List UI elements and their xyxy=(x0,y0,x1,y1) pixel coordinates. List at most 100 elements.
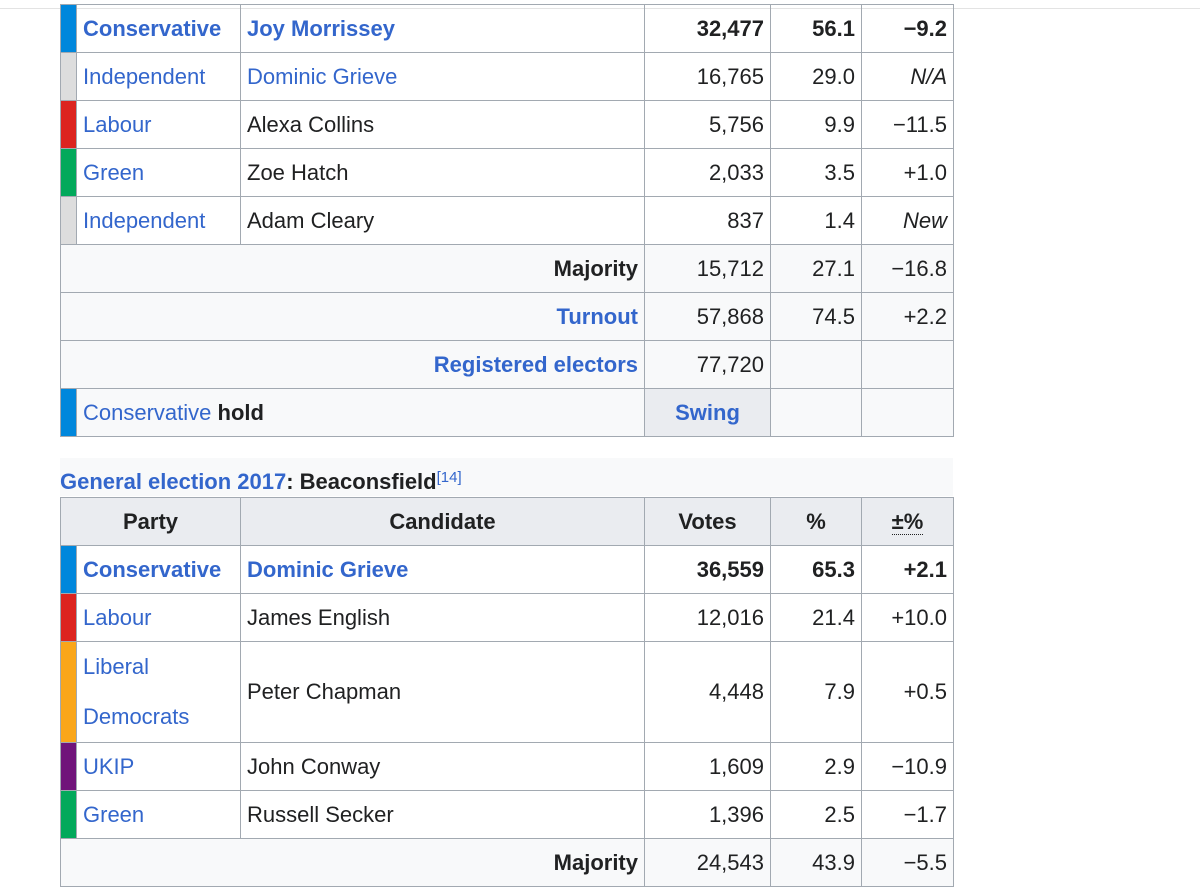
change-cell: −11.5 xyxy=(861,100,954,149)
votes-cell: 12,016 xyxy=(644,593,771,642)
swing-link[interactable]: Swing xyxy=(675,399,740,425)
change-cell xyxy=(861,340,954,389)
table-row: UKIP John Conway 1,609 2.9 −10.9 xyxy=(60,742,954,791)
candidate-cell: Alexa Collins xyxy=(240,100,645,149)
party-link[interactable]: Conservative xyxy=(83,556,222,582)
party-link[interactable]: Labour xyxy=(83,604,152,630)
change-cell: New xyxy=(861,196,954,245)
header-party: Party xyxy=(60,497,241,546)
change-cell: +0.5 xyxy=(861,641,954,743)
hold-cell: Conservative hold xyxy=(76,388,645,437)
party-link[interactable]: Green xyxy=(83,801,145,827)
table-row: Independent Adam Cleary 837 1.4 New xyxy=(60,196,954,245)
votes-cell: 77,720 xyxy=(644,340,771,389)
results-table-2019: Conservative Joy Morrissey 32,477 56.1 −… xyxy=(60,4,954,437)
party-color-bar xyxy=(60,100,77,149)
hold-word: hold xyxy=(217,399,264,425)
party-color-bar xyxy=(60,388,77,437)
votes-cell: 57,868 xyxy=(644,292,771,341)
candidate-cell: Peter Chapman xyxy=(240,641,645,743)
party-cell: Green xyxy=(76,148,241,197)
party-color-bar xyxy=(60,148,77,197)
hold-row: Conservative hold Swing xyxy=(60,388,954,437)
header-candidate: Candidate xyxy=(240,497,645,546)
majority-row: Majority 15,712 27.1 −16.8 xyxy=(60,244,954,293)
party-cell: Independent xyxy=(76,52,241,101)
party-cell: Labour xyxy=(76,100,241,149)
candidate-link[interactable]: Dominic Grieve xyxy=(247,556,409,582)
change-cell: +2.1 xyxy=(861,545,954,594)
change-cell: +1.0 xyxy=(861,148,954,197)
party-color-bar xyxy=(60,52,77,101)
turnout-label-cell: Turnout xyxy=(60,292,645,341)
votes-cell: 36,559 xyxy=(644,545,771,594)
candidate-link[interactable]: Joy Morrissey xyxy=(247,15,395,41)
votes-cell: 1,396 xyxy=(644,790,771,839)
majority-row: Majority 24,543 43.9 −5.5 xyxy=(60,838,954,887)
change-cell: −5.5 xyxy=(861,838,954,887)
table-row: Labour Alexa Collins 5,756 9.9 −11.5 xyxy=(60,100,954,149)
header-row: Party Candidate Votes % ±% xyxy=(60,497,954,546)
percent-cell: 7.9 xyxy=(770,641,862,743)
votes-cell: 5,756 xyxy=(644,100,771,149)
votes-cell: 837 xyxy=(644,196,771,245)
party-link[interactable]: Conservative xyxy=(83,15,222,41)
party-color-bar xyxy=(60,641,77,743)
party-color-bar xyxy=(60,545,77,594)
table-caption-2017: General election 2017: Beaconsfield[14] xyxy=(60,458,953,496)
turnout-link[interactable]: Turnout xyxy=(556,303,638,329)
table-row: Conservative Dominic Grieve 36,559 65.3 … xyxy=(60,545,954,594)
change-cell: −1.7 xyxy=(861,790,954,839)
majority-label: Majority xyxy=(60,244,645,293)
party-color-bar xyxy=(60,4,77,53)
votes-cell: 32,477 xyxy=(644,4,771,53)
party-link[interactable]: Independent xyxy=(83,207,206,233)
swing-cell: Swing xyxy=(644,388,771,437)
party-link[interactable]: Independent xyxy=(83,63,206,89)
percent-cell: 29.0 xyxy=(770,52,862,101)
table-row: Conservative Joy Morrissey 32,477 56.1 −… xyxy=(60,4,954,53)
registered-electors-link[interactable]: Registered electors xyxy=(433,351,638,377)
party-link[interactable]: Conservative xyxy=(83,399,212,425)
percent-cell xyxy=(770,340,862,389)
votes-cell: 1,609 xyxy=(644,742,771,791)
table-row: Liberal Democrats Peter Chapman 4,448 7.… xyxy=(60,641,954,743)
votes-cell: 16,765 xyxy=(644,52,771,101)
party-cell: Labour xyxy=(76,593,241,642)
party-link[interactable]: Liberal Democrats xyxy=(83,654,190,729)
majority-label: Majority xyxy=(60,838,645,887)
party-cell: Green xyxy=(76,790,241,839)
caption-constituency: : Beaconsfield xyxy=(286,469,437,494)
candidate-cell: Dominic Grieve xyxy=(240,52,645,101)
change-cell: +2.2 xyxy=(861,292,954,341)
party-color-bar xyxy=(60,742,77,791)
table-row: Green Russell Secker 1,396 2.5 −1.7 xyxy=(60,790,954,839)
party-link[interactable]: UKIP xyxy=(83,753,135,779)
header-votes: Votes xyxy=(644,497,771,546)
change-cell: −16.8 xyxy=(861,244,954,293)
header-change: ±% xyxy=(861,497,954,546)
party-color-bar xyxy=(60,196,77,245)
change-abbr[interactable]: ±% xyxy=(891,508,924,535)
turnout-row: Turnout 57,868 74.5 +2.2 xyxy=(60,292,954,341)
party-link[interactable]: Labour xyxy=(83,111,152,137)
table-row: Labour James English 12,016 21.4 +10.0 xyxy=(60,593,954,642)
change-cell: +10.0 xyxy=(861,593,954,642)
change-cell: −9.2 xyxy=(861,4,954,53)
party-link[interactable]: Green xyxy=(83,159,145,185)
party-cell: Conservative xyxy=(76,4,241,53)
percent-cell: 65.3 xyxy=(770,545,862,594)
party-cell: Conservative xyxy=(76,545,241,594)
party-cell: UKIP xyxy=(76,742,241,791)
votes-cell: 2,033 xyxy=(644,148,771,197)
change-cell xyxy=(861,388,954,437)
general-election-2017-link[interactable]: General election 2017 xyxy=(60,469,287,494)
reference-link[interactable]: [14] xyxy=(436,469,462,486)
candidate-cell: Zoe Hatch xyxy=(240,148,645,197)
change-cell: −10.9 xyxy=(861,742,954,791)
percent-cell: 43.9 xyxy=(770,838,862,887)
party-cell: Independent xyxy=(76,196,241,245)
party-cell: Liberal Democrats xyxy=(76,641,241,743)
candidate-link[interactable]: Dominic Grieve xyxy=(247,63,398,89)
party-color-bar xyxy=(60,790,77,839)
